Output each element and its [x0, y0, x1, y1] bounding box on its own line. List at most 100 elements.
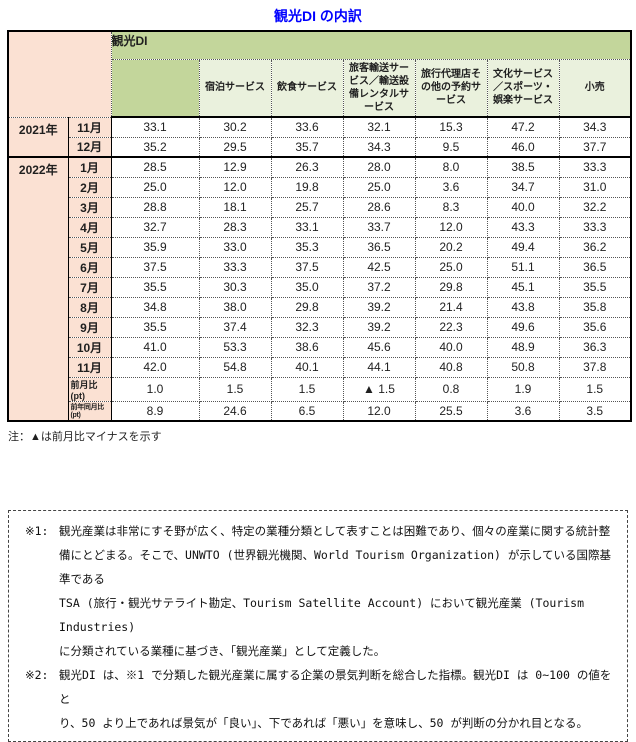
value-cell: 28.0: [342, 156, 416, 178]
tourism-di-table: 観光DI 宿泊サービス 飲食サービス 旅客輸送サービス／輸送設備レンタルサービス…: [7, 30, 632, 422]
table-row: 8月 34.8 38.0 29.8 39.2 21.4 43.8 35.8: [8, 296, 632, 318]
table-row: 前月比 (pt) 1.0 1.5 1.5 ▲ 1.5 0.8 1.9 1.5: [8, 376, 632, 402]
row-label-cell: 2月: [67, 176, 112, 198]
value-cell: 35.5: [558, 276, 632, 298]
value-cell: 25.0: [342, 176, 416, 198]
row-label-cell: 3月: [67, 196, 112, 218]
value-cell: 36.5: [558, 256, 632, 278]
row-label-cell: 1月: [67, 156, 112, 178]
table-row: 4月 32.7 28.3 33.1 33.7 12.0 43.3 33.3: [8, 216, 632, 238]
column-header-transport: 旅客輸送サービス／輸送設備レンタルサービス: [342, 58, 416, 118]
value-cell: 50.8: [486, 356, 560, 378]
value-cell: 0.8: [414, 376, 488, 402]
footnote-2-text: 観光DI は、※1 で分類した観光産業に属する企業の景気判断を総合した指標。観光…: [59, 668, 612, 730]
value-cell: 33.7: [342, 216, 416, 238]
value-cell: 40.8: [414, 356, 488, 378]
value-cell: ▲ 1.5: [342, 376, 416, 402]
table-row: 7月 35.5 30.3 35.0 37.2 29.8 45.1 35.5: [8, 276, 632, 298]
value-cell: 28.6: [342, 196, 416, 218]
value-cell: 12.9: [198, 156, 272, 178]
value-cell: 40.0: [486, 196, 560, 218]
value-cell: 34.7: [486, 176, 560, 198]
value-cell: 30.3: [198, 276, 272, 298]
table-row: 2022年 1月 28.5 12.9 26.3 28.0 8.0 38.5 33.3: [7, 156, 632, 422]
value-cell: 32.7: [110, 216, 200, 238]
value-cell: 28.3: [198, 216, 272, 238]
value-cell: 8.9: [110, 400, 200, 422]
value-cell: 1.5: [270, 376, 344, 402]
row-label-cell: 前年同月比 (pt): [67, 400, 112, 422]
table-row: 12月 35.2 29.5 35.7 34.3 9.5 46.0 37.7: [8, 136, 632, 158]
value-cell: 35.7: [270, 136, 344, 158]
value-cell: 6.5: [270, 400, 344, 422]
value-cell: 40.1: [270, 356, 344, 378]
value-cell: 33.1: [110, 116, 200, 138]
value-cell: 8.0: [414, 156, 488, 178]
value-cell: 37.7: [558, 136, 632, 158]
year-cell: 2021年: [7, 116, 69, 158]
column-header-retail: 小売: [558, 58, 632, 118]
value-cell: 1.5: [198, 376, 272, 402]
di-group-header: 観光DI: [110, 30, 632, 60]
column-header-food: 飲食サービス: [270, 58, 344, 118]
corner-cell: [7, 30, 112, 118]
value-cell: 24.6: [198, 400, 272, 422]
value-cell: 49.6: [486, 316, 560, 338]
value-cell: 12.0: [198, 176, 272, 198]
value-cell: 40.0: [414, 336, 488, 358]
value-cell: 28.5: [110, 156, 200, 178]
value-cell: 33.3: [558, 156, 632, 178]
footnote-2-label: ※2:: [25, 668, 49, 682]
value-cell: 25.0: [414, 256, 488, 278]
value-cell: 43.8: [486, 296, 560, 318]
value-cell: 33.6: [270, 116, 344, 138]
value-cell: 49.4: [486, 236, 560, 258]
table-row: 2月 25.0 12.0 19.8 25.0 3.6 34.7 31.0: [8, 176, 632, 198]
table-row: 3月 28.8 18.1 25.7 28.6 8.3 40.0 32.2: [8, 196, 632, 218]
value-cell: 44.1: [342, 356, 416, 378]
value-cell: 3.6: [414, 176, 488, 198]
value-cell: 51.1: [486, 256, 560, 278]
value-cell: 9.5: [414, 136, 488, 158]
value-cell: 29.8: [270, 296, 344, 318]
value-cell: 37.5: [270, 256, 344, 278]
table-row: 10月 41.0 53.3 38.6 45.6 40.0 48.9 36.3: [8, 336, 632, 358]
value-cell: 33.3: [558, 216, 632, 238]
row-label-cell: 5月: [67, 236, 112, 258]
table-row: 11月 42.0 54.8 40.1 44.1 40.8 50.8 37.8: [8, 356, 632, 378]
value-cell: 30.2: [198, 116, 272, 138]
row-label-cell: 8月: [67, 296, 112, 318]
value-cell: 25.7: [270, 196, 344, 218]
value-cell: 35.8: [558, 296, 632, 318]
value-cell: 41.0: [110, 336, 200, 358]
value-cell: 25.0: [110, 176, 200, 198]
value-cell: 26.3: [270, 156, 344, 178]
page-title: 観光DI の内訳: [274, 8, 362, 24]
row-label-cell: 10月: [67, 336, 112, 358]
value-cell: 36.2: [558, 236, 632, 258]
value-cell: 38.5: [486, 156, 560, 178]
value-cell: 20.2: [414, 236, 488, 258]
value-cell: 37.5: [110, 256, 200, 278]
value-cell: 35.5: [110, 316, 200, 338]
value-cell: 34.3: [342, 136, 416, 158]
value-cell: 39.2: [342, 296, 416, 318]
value-cell: 3.6: [486, 400, 560, 422]
value-cell: 35.3: [270, 236, 344, 258]
value-cell: 48.9: [486, 336, 560, 358]
value-cell: 29.8: [414, 276, 488, 298]
value-cell: 42.0: [110, 356, 200, 378]
footnote-1: ※1: 観光産業は非常にすそ野が広く、特定の業種分類として表すことは困難であり、…: [25, 519, 613, 663]
year-cell: 2022年: [7, 156, 69, 422]
value-cell: 35.0: [270, 276, 344, 298]
value-cell: 34.8: [110, 296, 200, 318]
value-cell: 35.6: [558, 316, 632, 338]
value-cell: 32.2: [558, 196, 632, 218]
value-cell: 12.0: [342, 400, 416, 422]
value-cell: 36.5: [342, 236, 416, 258]
value-cell: 31.0: [558, 176, 632, 198]
value-cell: 46.0: [486, 136, 560, 158]
footnote-1-label: ※1:: [25, 524, 49, 538]
table-row: 6月 37.5 33.3 37.5 42.5 25.0 51.1 36.5: [8, 256, 632, 278]
value-cell: 15.3: [414, 116, 488, 138]
